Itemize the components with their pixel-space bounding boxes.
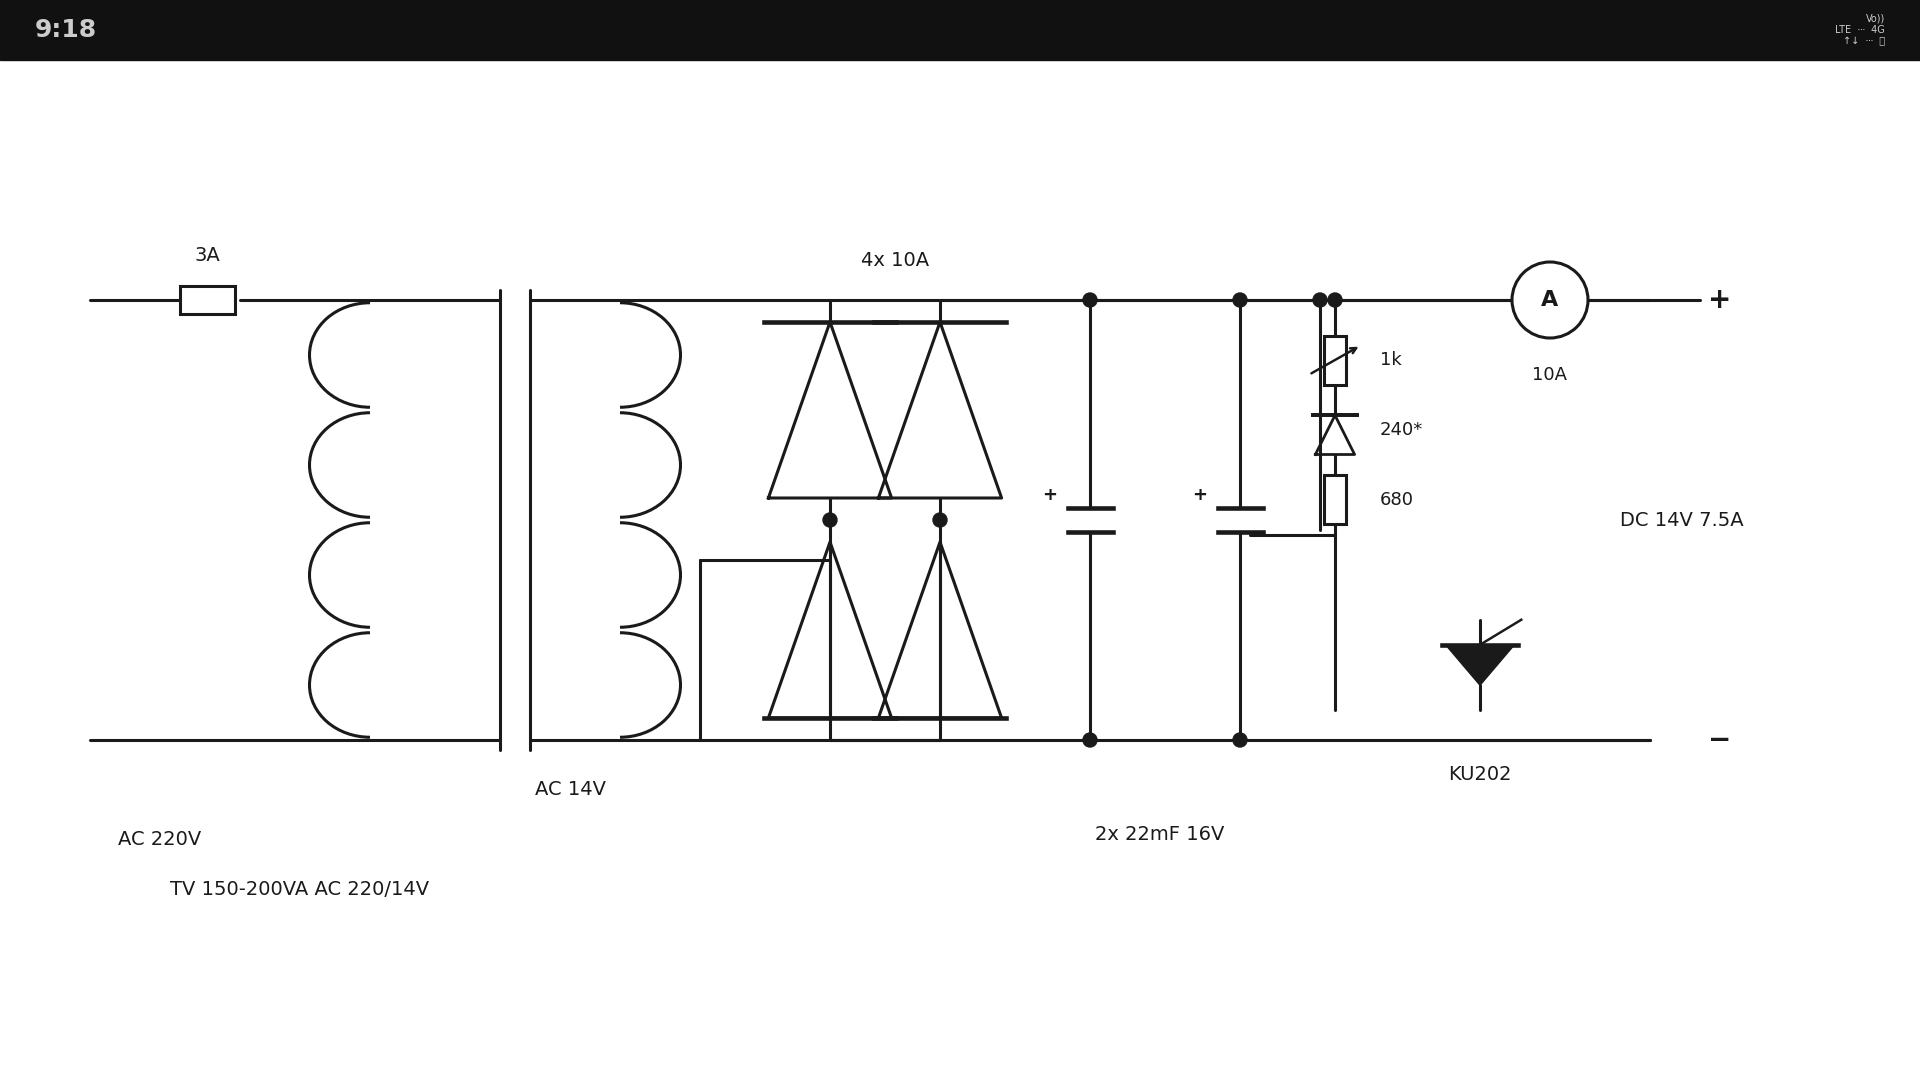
Text: 4x 10A: 4x 10A	[860, 251, 929, 270]
Text: +: +	[1709, 286, 1732, 314]
Bar	[1325, 475, 1346, 525]
Text: AC 14V: AC 14V	[534, 780, 605, 799]
Text: 10A: 10A	[1532, 366, 1567, 384]
Bar	[180, 286, 234, 314]
Text: 240*: 240*	[1380, 421, 1423, 438]
Text: DC 14V 7.5A: DC 14V 7.5A	[1620, 511, 1743, 529]
Text: +: +	[1043, 486, 1058, 504]
Circle shape	[1313, 293, 1327, 307]
Circle shape	[933, 513, 947, 527]
Bar	[0, 0, 1920, 60]
Text: TV 150-200VA AC 220/14V: TV 150-200VA AC 220/14V	[171, 880, 430, 899]
Text: 1k: 1k	[1380, 351, 1402, 369]
Text: 2x 22mF 16V: 2x 22mF 16V	[1094, 825, 1225, 843]
Circle shape	[1233, 293, 1246, 307]
Text: A: A	[1542, 291, 1559, 310]
Polygon shape	[1446, 645, 1515, 685]
Circle shape	[824, 513, 837, 527]
Text: +: +	[1192, 486, 1208, 504]
Circle shape	[1513, 262, 1588, 338]
Text: Vo))
LTE  ᐧᐧᐧ  4G
↑↓  ᐧᐧᐧ  🔋: Vo)) LTE ᐧᐧᐧ 4G ↑↓ ᐧᐧᐧ 🔋	[1836, 13, 1885, 46]
Circle shape	[1083, 733, 1096, 747]
Bar	[1325, 336, 1346, 384]
Text: 680: 680	[1380, 491, 1413, 509]
Text: KU202: KU202	[1448, 765, 1511, 784]
Circle shape	[1233, 733, 1246, 747]
Text: 3A: 3A	[194, 246, 221, 265]
Text: AC 220V: AC 220V	[119, 831, 202, 849]
Text: −: −	[1709, 726, 1732, 754]
Text: 9:18: 9:18	[35, 18, 98, 42]
Circle shape	[1083, 293, 1096, 307]
Circle shape	[1329, 293, 1342, 307]
